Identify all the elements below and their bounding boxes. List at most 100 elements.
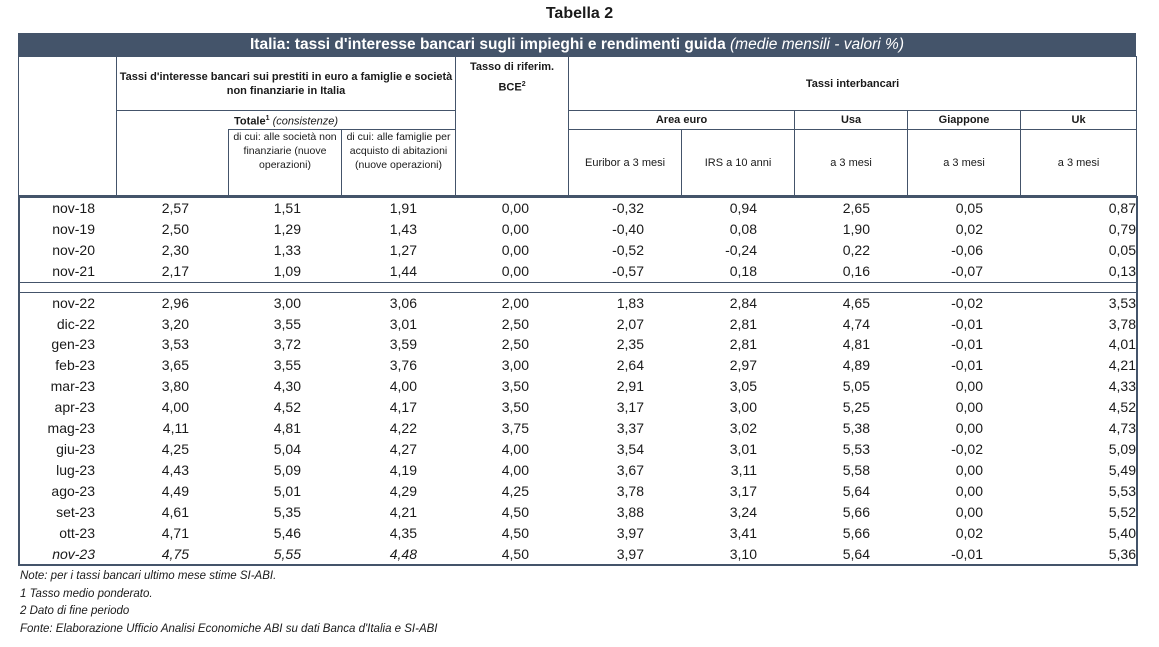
row-month: set-23 xyxy=(56,503,95,520)
cell-value: 4,22 xyxy=(389,420,417,437)
table-row: nov-18 2,57 1,51 1,91 0,00 -0,32 0,94 2,65 0,05 0… xyxy=(19,196,1137,219)
cell-value: -0,57 xyxy=(612,262,644,279)
table-body: nov-18 2,57 1,51 1,91 0,00 -0,32 0,94 2,65 0,05 0… xyxy=(18,196,1138,567)
cell-value: -0,01 xyxy=(951,357,983,374)
cell-value: 3,59 xyxy=(389,336,417,353)
cell-value: 1,44 xyxy=(389,262,417,279)
cell-value: 4,50 xyxy=(501,524,529,541)
row-month: nov-21 xyxy=(52,262,95,279)
cell-value: 3,00 xyxy=(501,357,529,374)
table-title: Tabella 2 xyxy=(545,5,614,22)
cell-value: 0,02 xyxy=(955,220,983,237)
table-row: nov-23 4,75 5,55 4,48 4,50 3,97 3,10 5,64 -0,01 5… xyxy=(19,543,1137,567)
table-row: nov-19 2,50 1,29 1,43 0,00 -0,40 0,08 1,90 0,02 0… xyxy=(19,219,1137,240)
cell-value: 0,00 xyxy=(955,503,983,520)
cell-value: 4,52 xyxy=(1108,399,1136,416)
table-row: nov-20 2,30 1,33 1,27 0,00 -0,52 -0,24 0,22 -0,0… xyxy=(19,240,1137,261)
cell-value: 4,00 xyxy=(389,378,417,395)
row-separator xyxy=(19,281,1137,293)
cell-value: 4,43 xyxy=(161,461,189,478)
cell-value: 4,81 xyxy=(842,336,870,353)
cell-value: 5,66 xyxy=(842,503,870,520)
header-usa: Usa xyxy=(794,110,909,130)
cell-value: 2,35 xyxy=(616,336,644,353)
header-uk-3m: a 3 mesi xyxy=(1020,129,1138,196)
cell-value: 2,81 xyxy=(729,315,757,332)
row-month: ott-23 xyxy=(59,524,95,541)
header-area-euro: Area euro xyxy=(568,110,796,130)
footnotes: Note: per i tassi bancari ultimo mese st… xyxy=(20,568,437,638)
cell-value: 0,13 xyxy=(1108,262,1136,279)
cell-value: 2,00 xyxy=(501,294,529,311)
header-interbank: Tassi interbancari xyxy=(568,56,1138,111)
table-row: lug-23 4,43 5,09 4,19 4,00 3,67 3,11 5,58 0,00 5,… xyxy=(19,460,1137,481)
banner-title: Italia: tassi d'interesse bancari sugli … xyxy=(250,36,726,53)
table-row: mar-23 3,80 4,30 4,00 3,50 2,91 3,05 5,05 0,00 4,… xyxy=(19,376,1137,397)
header-usa-3m: a 3 mesi xyxy=(794,129,909,196)
cell-value: 4,73 xyxy=(1108,420,1136,437)
cell-value: 1,83 xyxy=(616,294,644,311)
cell-value: 3,05 xyxy=(729,378,757,395)
cell-value: 4,48 xyxy=(301,543,417,567)
rows-monthly: nov-22 2,96 3,00 3,06 2,00 1,83 2,84 4,65 -0,02 3… xyxy=(19,292,1137,567)
cell-value: 3,10 xyxy=(644,543,757,567)
cell-value: 2,65 xyxy=(757,196,870,219)
cell-value: -0,01 xyxy=(951,336,983,353)
header-societa: di cui: alle società non finanziarie (nu… xyxy=(228,129,342,196)
cell-value: 3,50 xyxy=(501,378,529,395)
cell-value: 4,25 xyxy=(161,440,189,457)
cell-value: 3,02 xyxy=(729,420,757,437)
cell-value: 5,25 xyxy=(842,399,870,416)
cell-value: 3,67 xyxy=(616,461,644,478)
cell-value: 3,88 xyxy=(616,503,644,520)
rows-annual: nov-18 2,57 1,51 1,91 0,00 -0,32 0,94 2,65 0,05 0… xyxy=(19,196,1137,282)
cell-value: 4,21 xyxy=(389,503,417,520)
cell-value: -0,52 xyxy=(612,241,644,258)
cell-value: 3,20 xyxy=(161,315,189,332)
cell-value: 4,00 xyxy=(501,440,529,457)
table-row: ago-23 4,49 5,01 4,29 4,25 3,78 3,17 5,64 0,00 5,… xyxy=(19,481,1137,502)
row-month: nov-19 xyxy=(52,220,95,237)
cell-value: 0,08 xyxy=(729,220,757,237)
cell-value: 1,90 xyxy=(842,220,870,237)
cell-value: 1,27 xyxy=(389,241,417,258)
cell-value: 3,01 xyxy=(389,315,417,332)
cell-value: 0,00 xyxy=(955,461,983,478)
cell-value: 3,80 xyxy=(161,378,189,395)
cell-value: 4,61 xyxy=(161,503,189,520)
header-bank-rates: Tassi d'interesse bancari sui prestiti i… xyxy=(115,56,457,111)
cell-value: 3,76 xyxy=(389,357,417,374)
cell-value: 5,09 xyxy=(273,461,301,478)
cell-value: 2,57 xyxy=(117,196,189,219)
cell-value: 2,50 xyxy=(501,336,529,353)
cell-value: 4,25 xyxy=(501,482,529,499)
cell-value: 2,91 xyxy=(616,378,644,395)
cell-value: 3,97 xyxy=(529,543,644,567)
cell-value: 5,05 xyxy=(842,378,870,395)
cell-value: 3,78 xyxy=(1108,315,1136,332)
cell-value: -0,07 xyxy=(951,262,983,279)
cell-value: 4,01 xyxy=(1108,336,1136,353)
row-month: mar-23 xyxy=(50,378,95,395)
cell-value: 5,64 xyxy=(757,543,870,567)
cell-value: 5,01 xyxy=(273,482,301,499)
cell-value: 3,41 xyxy=(729,524,757,541)
cell-value: 4,71 xyxy=(161,524,189,541)
cell-value: 3,72 xyxy=(273,336,301,353)
cell-value: 4,74 xyxy=(842,315,870,332)
cell-value: 4,29 xyxy=(389,482,417,499)
cell-value: 5,66 xyxy=(842,524,870,541)
row-month: apr-23 xyxy=(54,399,95,416)
table-row: nov-22 2,96 3,00 3,06 2,00 1,83 2,84 4,65 -0,02 3… xyxy=(19,292,1137,313)
cell-value: 5,53 xyxy=(842,440,870,457)
row-month: ago-23 xyxy=(51,482,95,499)
table-banner: Italia: tassi d'interesse bancari sugli … xyxy=(18,33,1136,56)
cell-value: 3,06 xyxy=(389,294,417,311)
cell-value: 3,53 xyxy=(161,336,189,353)
cell-value: 3,65 xyxy=(161,357,189,374)
cell-value: 3,75 xyxy=(501,420,529,437)
cell-value: 0,16 xyxy=(842,262,870,279)
cell-value: 2,30 xyxy=(161,241,189,258)
header-month-cell xyxy=(18,56,117,196)
cell-value: 0,05 xyxy=(1108,241,1136,258)
